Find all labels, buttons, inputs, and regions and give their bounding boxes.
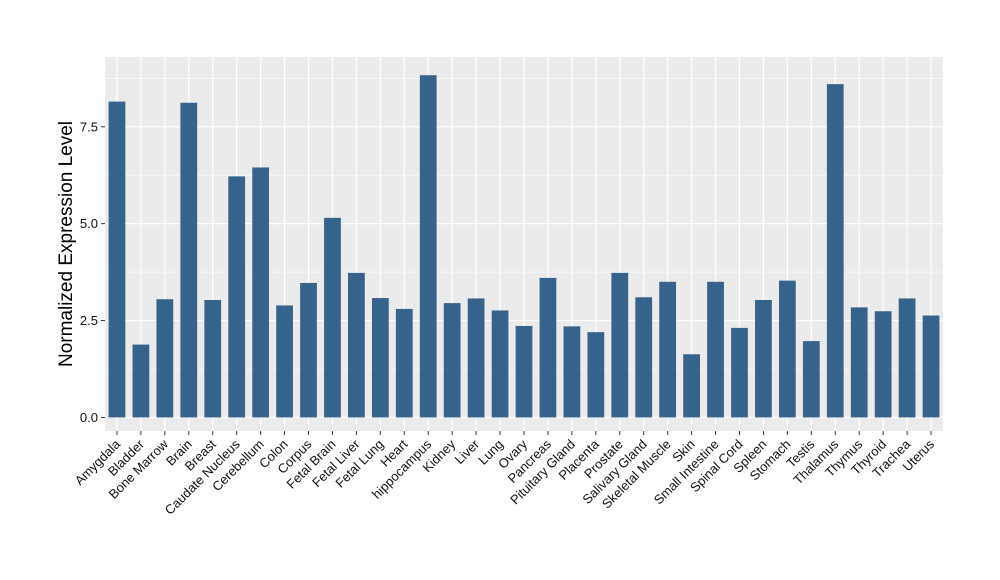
- bar: [731, 327, 748, 418]
- x-tick-label: Liver: [452, 436, 483, 467]
- bar: [707, 281, 724, 418]
- bar: [204, 300, 222, 418]
- bar: [850, 307, 868, 418]
- y-tick-label: 7.5: [80, 119, 98, 134]
- bar: [108, 101, 126, 418]
- bar: [228, 176, 246, 418]
- bar: [539, 277, 557, 418]
- bar: [348, 272, 365, 418]
- y-tick-label: 5.0: [80, 216, 98, 231]
- bar: [491, 310, 509, 418]
- y-tick-label: 2.5: [80, 313, 98, 328]
- bar: [922, 315, 940, 418]
- bar: [180, 102, 198, 418]
- bars: [108, 75, 940, 418]
- bar: [874, 311, 892, 418]
- bar: [635, 297, 653, 418]
- bar: [156, 299, 174, 418]
- bar: [395, 308, 413, 418]
- bar: [324, 217, 341, 418]
- bar: [587, 332, 605, 418]
- y-axis: 0.0 2.5 5.0 7.5: [80, 119, 105, 425]
- bar: [276, 305, 293, 418]
- bar: [300, 282, 317, 418]
- bar: [515, 325, 533, 418]
- bar: [898, 298, 916, 418]
- bar: [659, 281, 677, 418]
- bar: [778, 280, 796, 418]
- bar: [132, 344, 150, 418]
- bar: [755, 300, 772, 418]
- y-axis-title: Normalized Expression Level: [56, 121, 77, 367]
- bar: [467, 298, 485, 418]
- bar: [802, 341, 820, 418]
- y-tick-label: 0.0: [80, 410, 98, 425]
- bar: [683, 354, 700, 418]
- bar: [419, 75, 437, 418]
- bar: [611, 272, 629, 418]
- bar: [443, 303, 461, 418]
- bar: [826, 84, 844, 418]
- bar: [252, 167, 270, 418]
- bar: [563, 326, 581, 418]
- bar: [371, 298, 389, 418]
